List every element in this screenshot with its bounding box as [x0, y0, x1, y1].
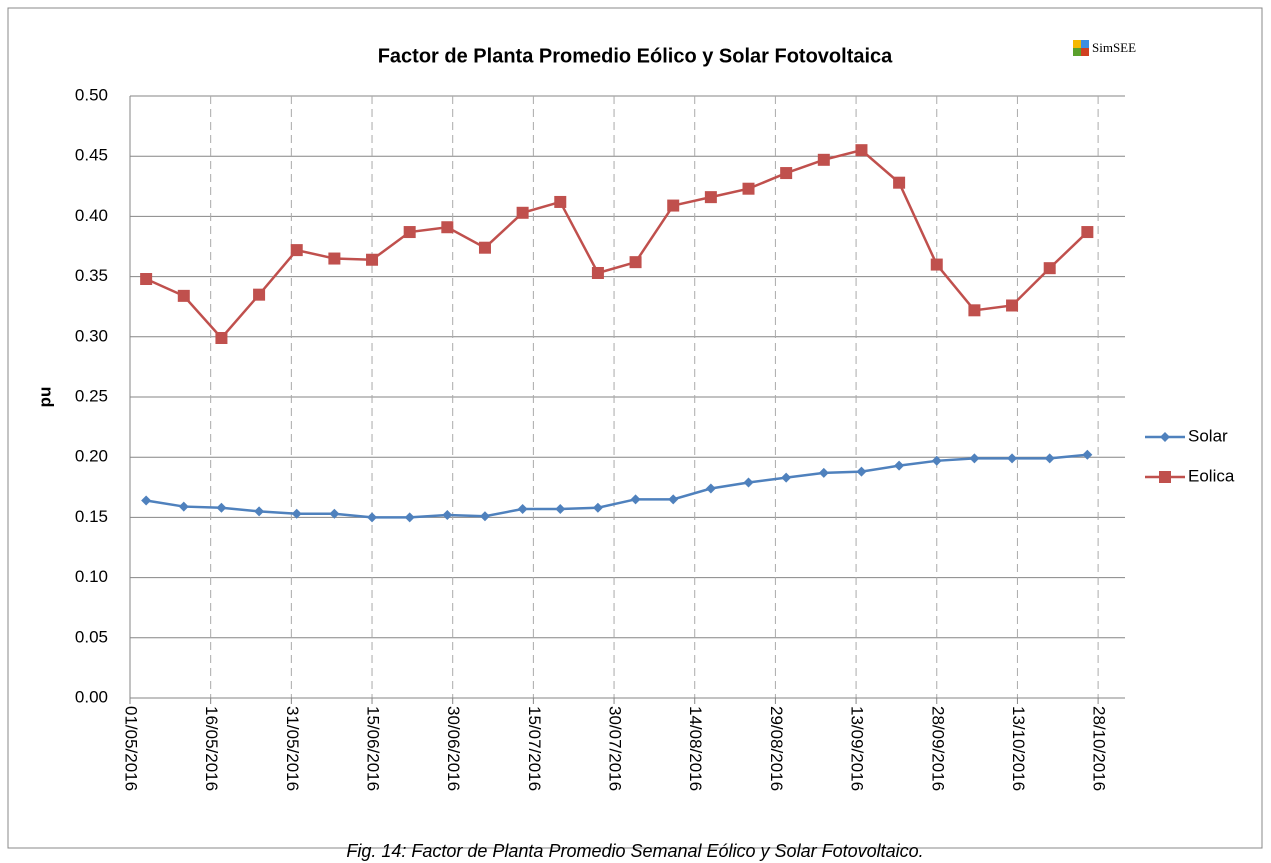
data-point [893, 176, 906, 189]
data-point [818, 467, 829, 478]
x-tick-label: 28/09/2016 [928, 706, 947, 791]
data-point [894, 460, 905, 471]
legend-marker [1159, 471, 1171, 483]
series-line [145, 453, 1088, 519]
chart-frame [7, 7, 1263, 849]
legend-label: Eolica [1188, 466, 1235, 485]
y-tick-label: 0.50 [75, 85, 108, 104]
data-point [442, 509, 453, 520]
data-point [817, 153, 830, 166]
y-tick-label: 0.25 [75, 386, 108, 405]
caption: Fig. 14: Factor de Planta Promedio Seman… [346, 841, 923, 861]
data-point [254, 506, 265, 517]
data-point [140, 273, 153, 286]
data-point [931, 455, 942, 466]
data-point [591, 266, 604, 279]
data-point [555, 503, 566, 514]
data-point [630, 494, 641, 505]
data-point [930, 258, 943, 271]
data-point [403, 226, 416, 239]
data-point [668, 494, 679, 505]
data-point [1082, 449, 1093, 460]
x-tick-label: 15/06/2016 [364, 706, 383, 791]
y-axis-label: pu [35, 387, 54, 408]
data-point [1043, 262, 1056, 275]
y-tick-label: 0.00 [75, 687, 108, 706]
data-point [215, 332, 228, 345]
data-point [1007, 453, 1018, 464]
y-tick-label: 0.30 [75, 326, 108, 345]
data-point [629, 256, 642, 269]
data-point [780, 167, 793, 180]
x-tick-label: 30/06/2016 [444, 706, 463, 791]
data-point [1006, 299, 1019, 312]
data-point [1081, 226, 1094, 239]
data-point [592, 502, 603, 513]
x-tick-label: 14/08/2016 [686, 706, 705, 791]
y-tick-label: 0.15 [75, 507, 108, 526]
y-tick-label: 0.35 [75, 266, 108, 285]
x-tick-label: 31/05/2016 [283, 706, 302, 791]
data-point [855, 144, 868, 157]
y-tick-label: 0.20 [75, 447, 108, 466]
y-tick-label: 0.45 [75, 146, 108, 165]
data-point [328, 252, 341, 265]
data-point [704, 191, 717, 204]
x-tick-label: 29/08/2016 [767, 706, 786, 791]
data-point [253, 288, 266, 301]
y-tick-label: 0.40 [75, 206, 108, 225]
data-point [781, 472, 792, 483]
data-point [479, 511, 490, 522]
x-tick-label: 28/10/2016 [1090, 706, 1109, 791]
data-point [968, 304, 981, 317]
data-point [742, 182, 755, 195]
x-tick-label: 16/05/2016 [202, 706, 221, 791]
data-point [743, 477, 754, 488]
legend-marker [1160, 432, 1170, 442]
data-point [705, 483, 716, 494]
data-point [178, 501, 189, 512]
x-tick-label: 01/05/2016 [122, 706, 141, 791]
data-point [969, 453, 980, 464]
data-point [667, 199, 680, 212]
x-tick-label: 30/07/2016 [606, 706, 625, 791]
data-point [517, 503, 528, 514]
y-tick-label: 0.05 [75, 627, 108, 646]
data-point [366, 253, 379, 266]
data-point [478, 241, 491, 254]
data-point [1044, 453, 1055, 464]
y-tick-label: 0.10 [75, 567, 108, 586]
data-point [856, 466, 867, 477]
series-line [145, 148, 1089, 340]
x-tick-label: 13/09/2016 [848, 706, 867, 791]
data-point [404, 512, 415, 523]
data-point [441, 221, 454, 234]
data-point [291, 508, 302, 519]
data-point [177, 289, 190, 302]
x-tick-label: 13/10/2016 [1009, 706, 1028, 791]
logo-text: SimSEE [1092, 40, 1136, 55]
logo-icon [1073, 40, 1089, 56]
data-point [290, 244, 303, 257]
x-tick-label: 15/07/2016 [525, 706, 544, 791]
data-point [141, 495, 152, 506]
data-point [554, 195, 567, 208]
data-point [216, 502, 227, 513]
data-point [329, 508, 340, 519]
legend-label: Solar [1188, 426, 1228, 445]
data-point [367, 512, 378, 523]
data-point [516, 206, 529, 219]
chart-title: Factor de Planta Promedio Eólico y Solar… [378, 45, 893, 67]
